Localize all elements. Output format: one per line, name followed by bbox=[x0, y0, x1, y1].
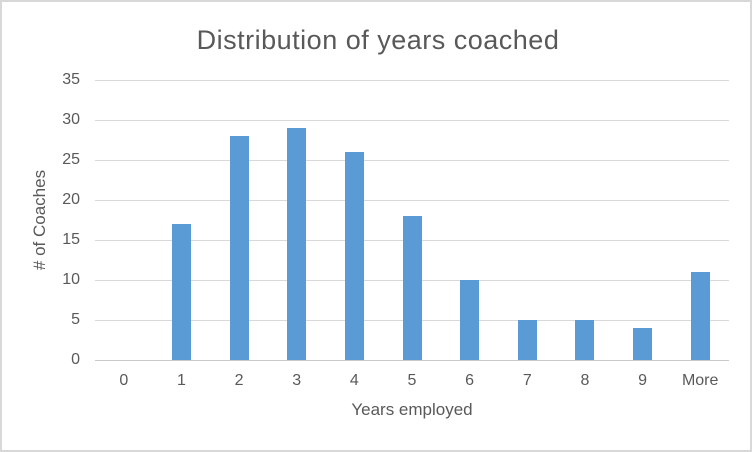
bar-2 bbox=[229, 136, 249, 360]
x-tick-label-8: 8 bbox=[580, 372, 590, 389]
x-tick-label-9: 9 bbox=[638, 372, 647, 389]
bar-4 bbox=[344, 152, 364, 360]
y-tick-label-35: 35 bbox=[62, 71, 80, 88]
bar-7 bbox=[517, 320, 537, 360]
x-tick-label-0: 0 bbox=[119, 372, 129, 389]
bar-6 bbox=[460, 280, 480, 360]
bar-1 bbox=[171, 224, 191, 360]
y-axis-title: # of Coaches bbox=[30, 169, 49, 271]
y-tick-label-5: 5 bbox=[71, 311, 80, 328]
y-tick-label-10: 10 bbox=[62, 271, 80, 288]
x-tick-label-2: 2 bbox=[234, 372, 244, 389]
x-tick-label-More: More bbox=[681, 372, 719, 389]
y-tick-label-20: 20 bbox=[62, 191, 80, 208]
y-tick-label-0: 0 bbox=[71, 351, 80, 368]
x-tick-label-4: 4 bbox=[349, 372, 359, 389]
y-tick-label-15: 15 bbox=[62, 231, 80, 248]
bar-8 bbox=[575, 320, 595, 360]
x-tick-label-1: 1 bbox=[176, 372, 186, 389]
y-tick-label-25: 25 bbox=[62, 151, 80, 168]
bar-More bbox=[690, 272, 710, 360]
plot-area bbox=[95, 80, 729, 361]
gridline bbox=[95, 80, 729, 81]
gridline bbox=[95, 120, 729, 121]
x-axis-title: Years employed bbox=[351, 400, 473, 419]
y-tick-label-30: 30 bbox=[62, 111, 80, 128]
chart-title: Distribution of years coached bbox=[196, 25, 560, 55]
x-tick-label-5: 5 bbox=[407, 372, 417, 389]
bar-5 bbox=[402, 216, 422, 360]
x-tick-label-3: 3 bbox=[292, 372, 302, 389]
bar-3 bbox=[287, 128, 307, 360]
bar-9 bbox=[633, 328, 653, 360]
gridline bbox=[95, 160, 729, 161]
x-tick-label-6: 6 bbox=[465, 372, 475, 389]
gridline bbox=[95, 200, 729, 201]
x-tick-label-7: 7 bbox=[522, 372, 532, 389]
